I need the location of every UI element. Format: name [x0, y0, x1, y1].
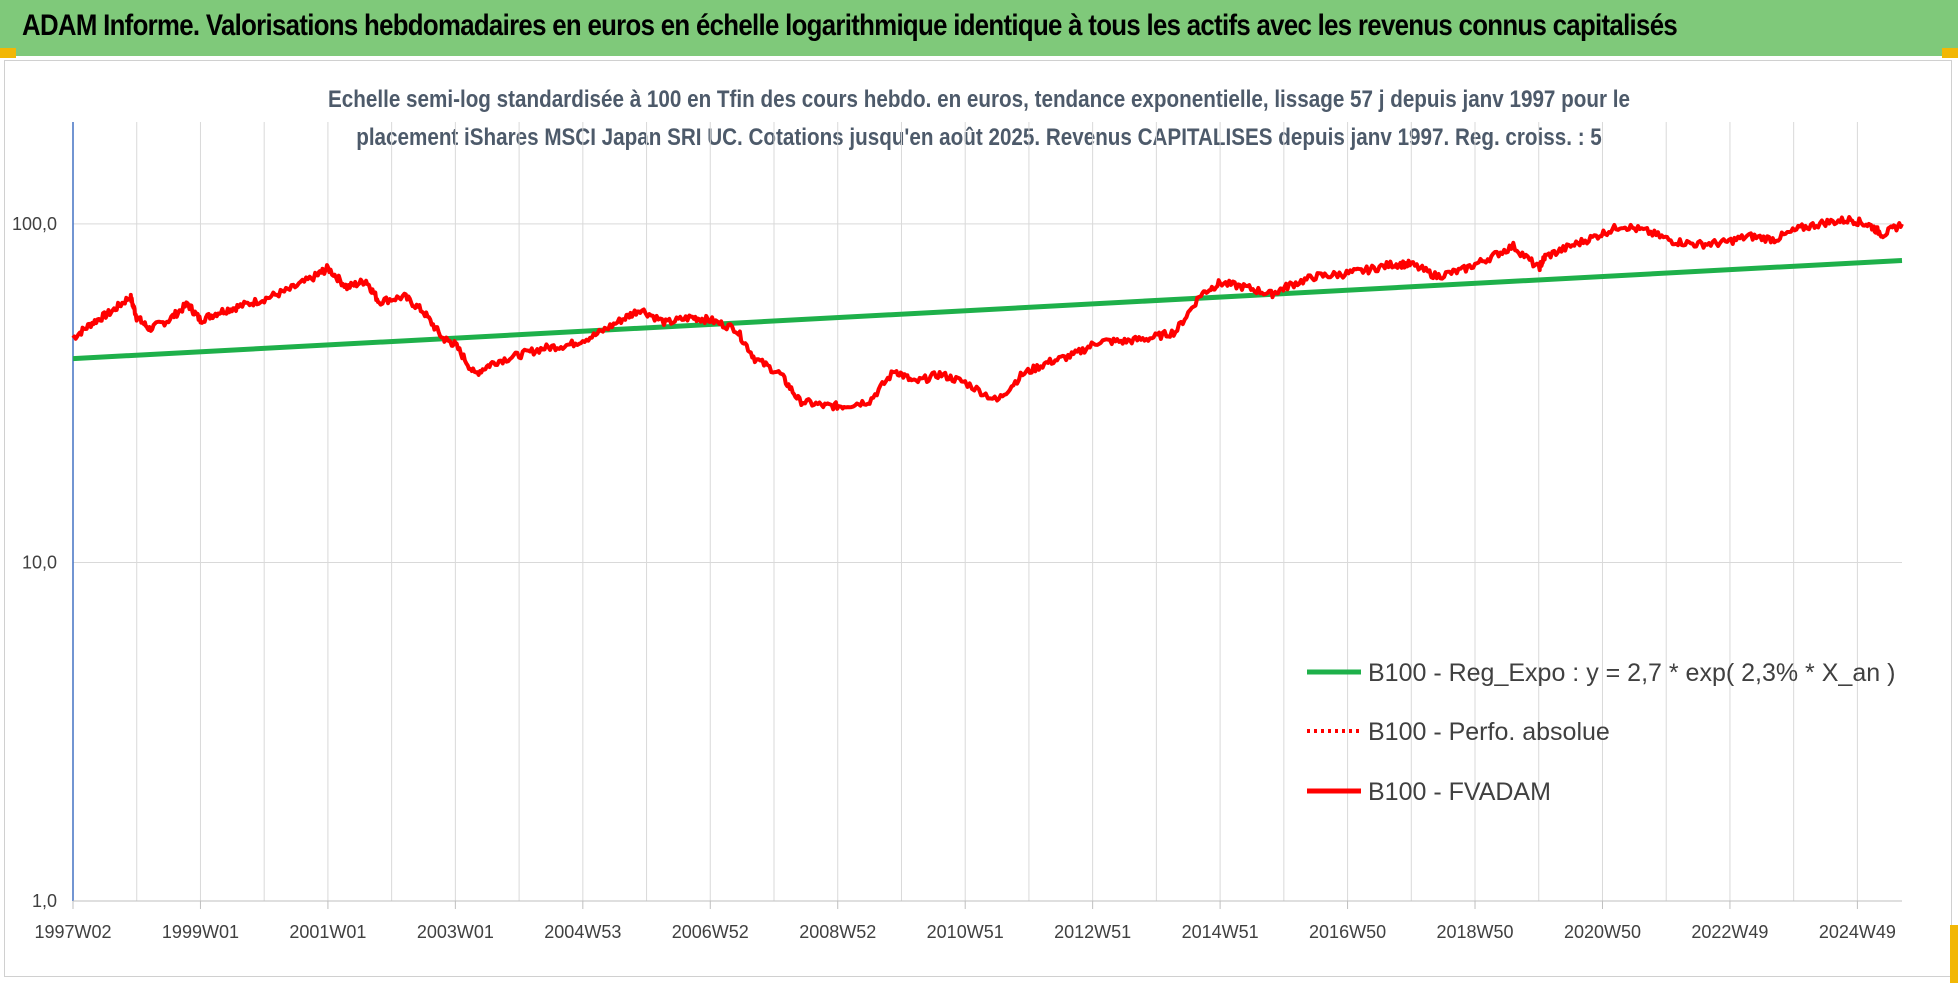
- x-tick-label: 2016W50: [1309, 922, 1386, 942]
- trend-line-reg-expo: [72, 257, 1903, 362]
- header-banner: ADAM Informe. Valorisations hebdomadaire…: [0, 0, 1958, 56]
- x-tick-label: 2022W49: [1691, 922, 1768, 942]
- chart-frame: [4, 60, 1952, 977]
- legend-label: B100 - FVADAM: [1368, 778, 1551, 806]
- corner-marker-top-left: [0, 48, 16, 58]
- x-tick-label: 2001W01: [289, 922, 366, 942]
- y-tick-label: 1,0: [32, 891, 57, 911]
- corner-marker-top-right: [1942, 48, 1958, 58]
- x-tick-label: 2004W53: [544, 922, 621, 942]
- fvadam-line: [71, 215, 1904, 412]
- x-tick-label: 2024W49: [1819, 922, 1896, 942]
- x-tick-label: 1997W02: [34, 922, 111, 942]
- x-tick-label: 2008W52: [799, 922, 876, 942]
- x-tick-label: 2020W50: [1564, 922, 1641, 942]
- y-tick-label: 100,0: [12, 214, 57, 234]
- corner-marker-right-edge: [1950, 925, 1958, 983]
- x-tick-label: 2003W01: [417, 922, 494, 942]
- x-tick-label: 2010W51: [927, 922, 1004, 942]
- legend-label: B100 - Perfo. absolue: [1368, 718, 1610, 746]
- x-tick-label: 2006W52: [672, 922, 749, 942]
- x-tick-label: 2018W50: [1436, 922, 1513, 942]
- chart-subtitle-line-1: Echelle semi-log standardisée à 100 en T…: [328, 86, 1630, 113]
- x-tick-label: 1999W01: [162, 922, 239, 942]
- legend-label: B100 - Reg_Expo : y = 2,7 * exp( 2,3% * …: [1368, 659, 1895, 687]
- x-tick-label: 2014W51: [1182, 922, 1259, 942]
- x-tick-label: 2012W51: [1054, 922, 1131, 942]
- y-tick-label: 10,0: [22, 552, 57, 572]
- report-title: ADAM Informe. Valorisations hebdomadaire…: [22, 9, 1678, 42]
- chart-subtitle-line-2: placement iShares MSCI Japan SRI UC. Cot…: [356, 124, 1602, 151]
